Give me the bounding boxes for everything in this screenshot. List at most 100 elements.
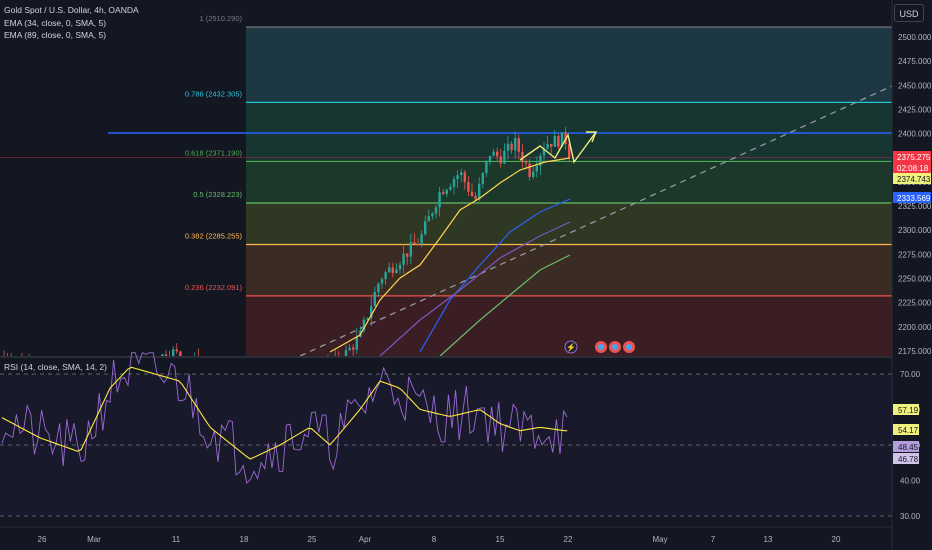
ema-slowest-line [439,254,571,357]
candle-body [568,144,571,158]
ema-slow-line [379,221,571,357]
candle-body [380,279,384,284]
candle-body [492,151,495,156]
time-tick: 8 [432,535,437,544]
candle-body [546,144,549,149]
price-tick: 2475.000 [898,57,932,66]
candle-body [442,192,445,195]
candle-body [406,253,409,257]
candle-body [560,132,564,147]
candle-body [438,192,441,208]
time-tick: 25 [308,535,317,544]
time-tick: 11 [172,535,181,544]
rsi-badge-text: 48.45 [898,443,919,452]
price-tick: 2300.000 [898,226,932,235]
candle-body [524,162,528,164]
price-tick: 2225.000 [898,299,932,308]
candle-body [488,155,492,162]
candle-body [539,155,542,166]
candle-body [470,191,474,196]
candle-body [424,221,427,235]
candle-body [416,244,420,246]
fib-level-label: 0.786 (2432.305) [185,89,243,98]
candle-body [370,306,373,318]
candle-body [179,351,182,356]
rsi-badge-text: 54.17 [898,426,919,435]
candle-body [391,267,394,273]
price-tick: 2200.000 [898,323,932,332]
price-tick: 2500.000 [898,33,932,42]
ema34-line [329,157,571,353]
candle-body [384,272,387,280]
time-tick: Apr [359,535,372,544]
price-badge [893,173,931,184]
candle-body [355,336,358,350]
rsi-legend: RSI (14, close, SMA, 14, 2) [4,362,107,372]
price-tick: 2250.000 [898,275,932,284]
rsi-tick: 70.00 [900,370,921,379]
fib-level-label: 0.5 (2328.223) [193,190,242,199]
price-tick: 2425.000 [898,105,932,114]
candle-body [478,183,481,200]
candles [2,126,571,357]
time-tick: May [652,535,667,544]
candle-body [402,253,405,265]
time-tick: 26 [38,535,47,544]
currency-button[interactable]: USD [894,4,924,22]
candle-body [499,156,502,164]
candle-body [373,292,376,307]
candle-body [395,269,398,273]
candle-body [431,213,434,217]
candle-body [377,283,380,293]
rsi-badge [893,453,919,464]
candle-body [427,216,430,222]
rsi-badge-text: 46.78 [898,455,919,464]
ema89-legend[interactable]: EMA (89, close, 0, SMA, 5) [4,30,107,40]
candle-body [161,354,164,356]
candle-body [463,172,466,183]
fib-level-label: 0.618 (2371.190) [185,148,243,157]
time-tick: 22 [564,535,573,544]
price-tick: 2275.000 [898,250,932,259]
time-tick: 7 [711,535,716,544]
event-flag-inner [598,344,604,350]
candle-body [496,151,499,157]
candle-body [557,135,560,147]
candle-body [542,148,546,156]
candle-body [503,150,506,164]
rsi-tick: 30.00 [900,512,921,521]
candle-body [532,171,535,178]
candle-body [481,173,484,184]
event-flag-inner [626,344,632,350]
candle-body [449,186,452,190]
price-tick: 2450.000 [898,81,932,90]
candle-body [474,195,477,200]
candle-body [362,319,366,331]
event-flag-inner [612,344,618,350]
candle-body [164,354,168,356]
fib-level-label: 0.382 (2285.255) [185,231,243,240]
candle-body [528,163,531,178]
projection-arrowhead [586,131,598,143]
price-badge-text: 2374.743 [897,175,931,184]
time-tick: 18 [240,535,249,544]
candle-body [445,189,448,195]
price-tick: 2400.000 [898,130,932,139]
candle-body [550,144,553,147]
candle-body [398,264,402,270]
trend-line [299,85,893,357]
rsi-band [0,374,892,516]
candle-body [175,349,178,352]
rsi-ma-line [1,366,568,460]
candle-body [506,143,510,151]
ema34-legend[interactable]: EMA (34, close, 0, SMA, 5) [4,18,107,28]
symbol-title[interactable]: Gold Spot / U.S. Dollar, 4h, OANDA [4,5,139,15]
price-badge [893,162,931,173]
fib-zone [246,27,892,103]
price-tick: 2325.000 [898,202,932,211]
price-badge [893,151,931,162]
rsi-badge [893,424,919,435]
fib-zone [246,161,892,203]
candle-body [535,165,538,172]
